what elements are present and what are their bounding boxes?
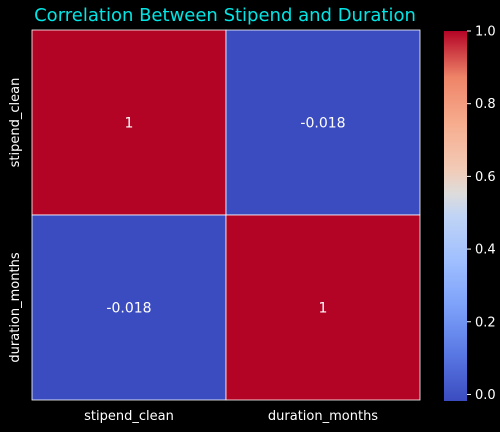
heatmap-cell-0-1 bbox=[225, 29, 421, 216]
y-tick-label-duration_months: duration_months bbox=[8, 252, 23, 362]
colorbar bbox=[444, 31, 467, 401]
cell-value-label-0-1: -0.018 bbox=[300, 116, 345, 132]
chart-title: Correlation Between Stipend and Duration bbox=[34, 5, 416, 26]
x-axis-ticks: stipend_clean duration_months bbox=[84, 409, 378, 424]
colorbar-tick-label: 0.6 bbox=[475, 170, 496, 185]
colorbar-tick-label: 0.4 bbox=[475, 243, 496, 258]
colorbar-tick-label: 0.8 bbox=[475, 97, 496, 112]
heatmap-cell-labels: 1 -0.018 -0.018 1 bbox=[106, 116, 345, 317]
x-tick-label-stipend_clean: stipend_clean bbox=[84, 409, 174, 424]
x-tick-label-duration_months: duration_months bbox=[268, 409, 378, 424]
heatmap-cell-1-1 bbox=[225, 214, 421, 401]
heatmap-cell-0-0 bbox=[31, 29, 227, 216]
cell-value-label-1-0: -0.018 bbox=[106, 301, 151, 317]
y-tick-label-stipend_clean: stipend_clean bbox=[8, 78, 23, 168]
cell-value-label-0-0: 1 bbox=[125, 116, 134, 132]
colorbar-tick-label: 1.0 bbox=[475, 25, 496, 40]
colorbar-tick-label: 0.2 bbox=[475, 315, 496, 330]
y-axis-ticks: stipend_clean duration_months bbox=[8, 78, 23, 363]
cell-value-label-1-1: 1 bbox=[319, 301, 328, 317]
heatmap-cell-1-0 bbox=[31, 214, 227, 401]
colorbar-tick-label: 0.0 bbox=[475, 388, 496, 403]
heatmap-cells bbox=[31, 29, 421, 401]
colorbar-ticks: 0.0 0.2 0.4 0.6 0.8 1.0 bbox=[467, 25, 496, 403]
